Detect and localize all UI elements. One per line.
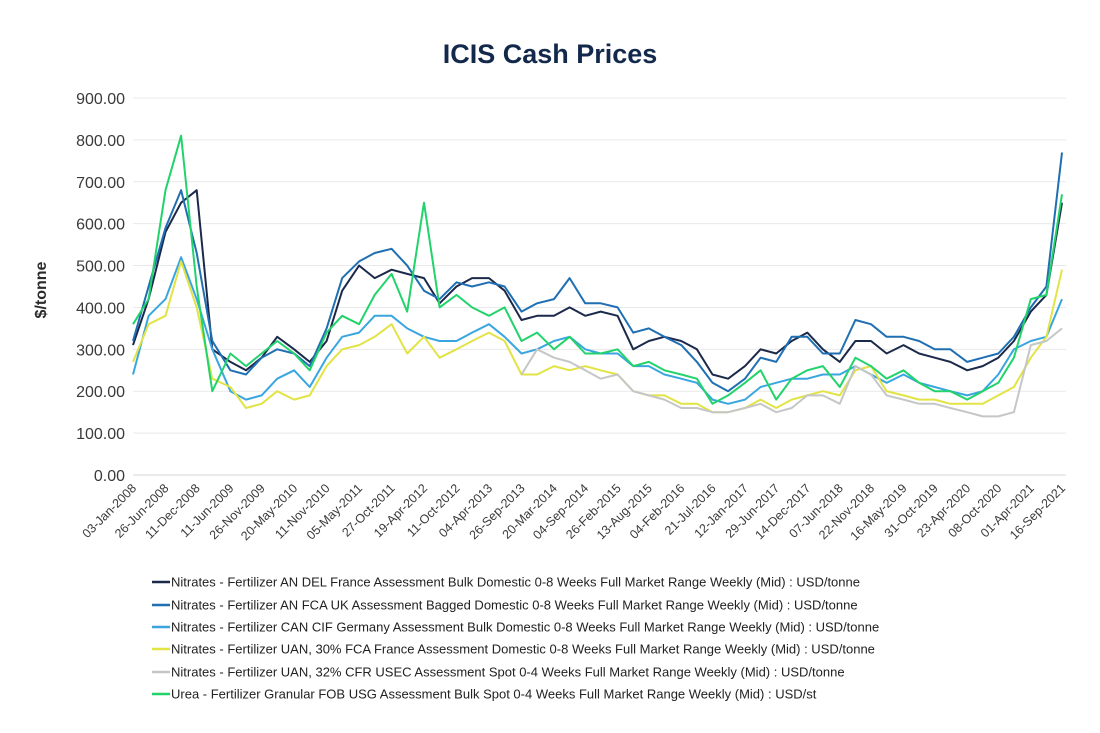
series-line-3: [132, 260, 1063, 414]
legend-item[interactable]: Urea - Fertilizer Granular FOB USG Asses…: [152, 687, 817, 702]
gridlines: [133, 97, 1066, 476]
x-axis-ticks: 03-Jan-200826-Jun-200811-Dec-200811-Jun-…: [80, 481, 1069, 543]
y-axis-label: $/tonne: [33, 261, 50, 318]
legend-item[interactable]: Nitrates - Fertilizer AN FCA UK Assessme…: [152, 598, 858, 613]
legend-label: Nitrates - Fertilizer UAN, 30% FCA Franc…: [171, 642, 875, 657]
y-tick-label: 300.00: [76, 342, 125, 359]
legend-label: Nitrates - Fertilizer UAN, 32% CFR USEC …: [171, 665, 845, 680]
legend-label: Nitrates - Fertilizer CAN CIF Germany As…: [171, 620, 879, 635]
series-line-1: [132, 152, 1063, 393]
legend: Nitrates - Fertilizer AN DEL France Asse…: [152, 575, 879, 702]
series-line-0: [132, 189, 1063, 380]
y-tick-label: 900.00: [76, 91, 125, 108]
y-axis-ticks: 0.00 100.00 200.00 300.00 400.00 500.00 600.00…: [76, 91, 125, 485]
chart-title: ICIS Cash Prices: [443, 39, 658, 69]
legend-item[interactable]: Nitrates - Fertilizer UAN, 30% FCA Franc…: [152, 642, 875, 657]
legend-item[interactable]: Nitrates - Fertilizer CAN CIF Germany As…: [152, 620, 879, 635]
legend-item[interactable]: Nitrates - Fertilizer UAN, 32% CFR USEC …: [152, 665, 845, 680]
y-tick-label: 800.00: [76, 133, 125, 150]
y-tick-label: 700.00: [76, 175, 125, 192]
y-tick-label: 500.00: [76, 259, 125, 276]
legend-label: Nitrates - Fertilizer AN DEL France Asse…: [171, 575, 860, 590]
legend-label: Nitrates - Fertilizer AN FCA UK Assessme…: [171, 598, 858, 613]
series-line-5: [132, 134, 1063, 405]
series-line-2: [132, 256, 1063, 405]
y-tick-label: 0.00: [94, 468, 125, 485]
y-tick-label: 400.00: [76, 300, 125, 317]
y-tick-label: 200.00: [76, 384, 125, 401]
legend-item[interactable]: Nitrates - Fertilizer AN DEL France Asse…: [152, 575, 860, 590]
series-line-4: [520, 327, 1063, 418]
y-tick-label: 100.00: [76, 426, 125, 443]
legend-label: Urea - Fertilizer Granular FOB USG Asses…: [171, 687, 817, 702]
y-tick-label: 600.00: [76, 217, 125, 234]
series-lines: [132, 134, 1063, 418]
